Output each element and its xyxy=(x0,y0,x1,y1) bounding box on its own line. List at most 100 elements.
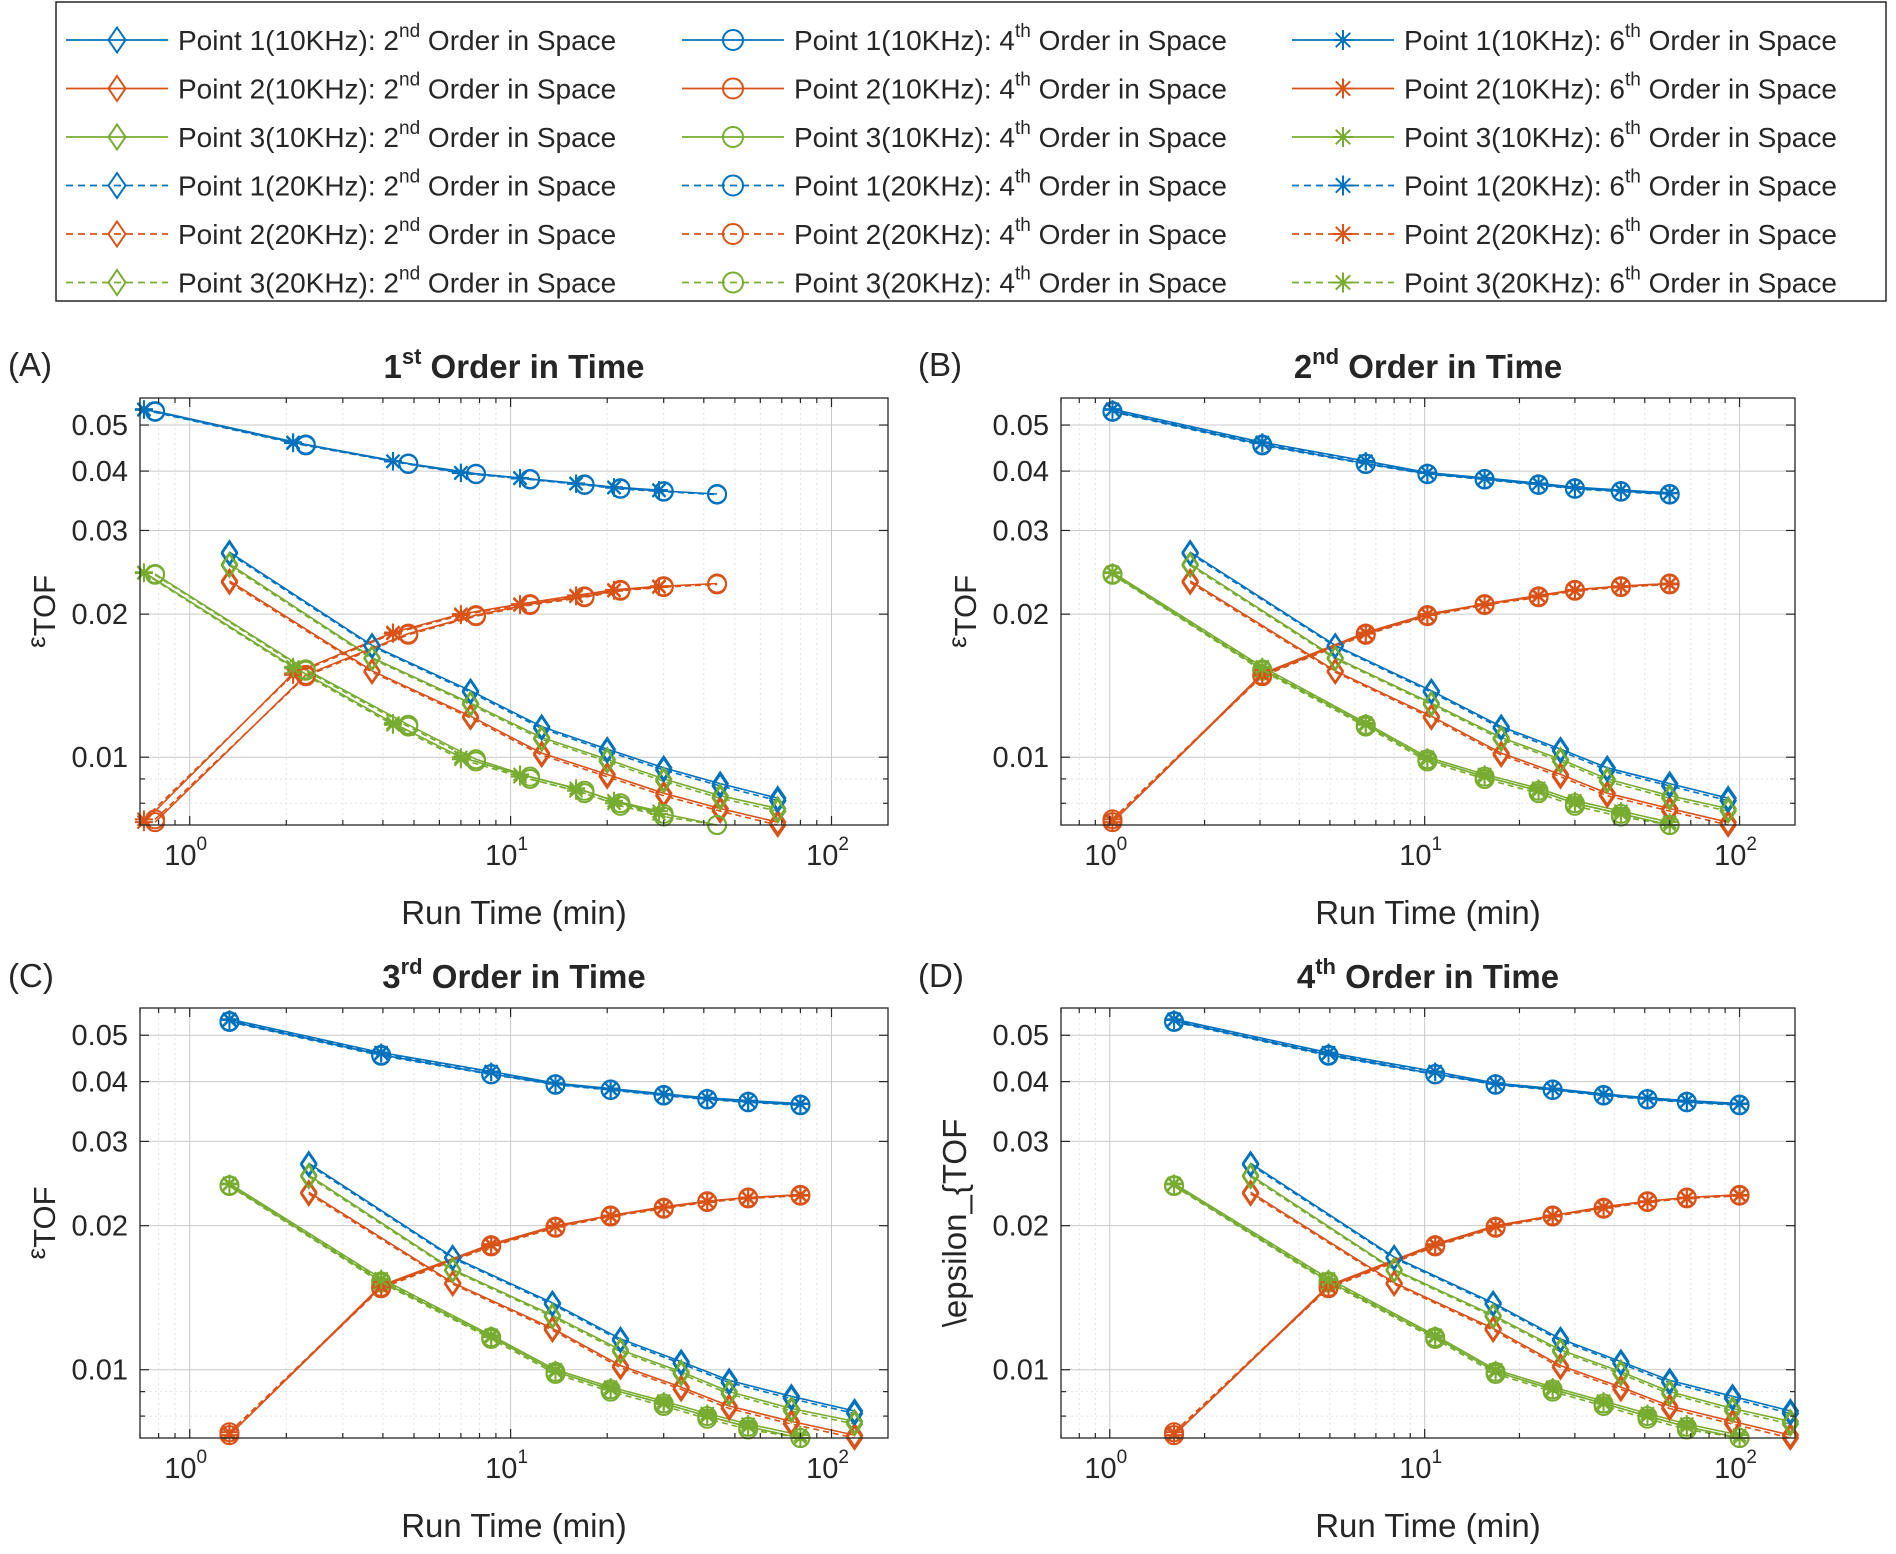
x-tick-label: 101 xyxy=(1399,834,1442,872)
axes-frame xyxy=(139,1007,889,1439)
y-axis-label-main: ε xyxy=(942,636,972,648)
legend-label: Point 3(20KHz): 4th Order in Space xyxy=(794,264,1227,299)
asterisk-marker xyxy=(1475,767,1494,786)
diamond-marker xyxy=(782,1395,801,1422)
x-tick-base: 10 xyxy=(1399,840,1431,872)
asterisk-marker xyxy=(1660,484,1679,503)
diamond-marker xyxy=(845,1422,864,1449)
asterisk-marker xyxy=(511,469,530,488)
grid xyxy=(139,1008,888,1438)
series-layer xyxy=(1164,1010,1800,1452)
asterisk-marker xyxy=(1638,1407,1657,1426)
x-tick-exponent: 0 xyxy=(197,1447,208,1468)
asterisk-marker xyxy=(1253,659,1272,678)
legend-label-tail: Order in Space xyxy=(1031,268,1227,299)
x-tick-exponent: 2 xyxy=(838,1447,849,1468)
legend-entry: Point 1(10KHz): 4th Order in Space xyxy=(682,21,1227,56)
asterisk-marker xyxy=(601,1080,620,1099)
y-axis-label: εTOF xyxy=(21,1186,62,1259)
asterisk-marker xyxy=(1565,794,1584,813)
diamond-marker xyxy=(1241,1163,1260,1190)
asterisk-marker xyxy=(654,1085,673,1104)
diamond-marker xyxy=(363,633,381,660)
asterisk-marker xyxy=(1660,575,1679,594)
x-tick-label: 102 xyxy=(806,834,849,872)
asterisk-marker xyxy=(1165,1175,1184,1194)
legend-label-text: Point 3(10KHz): 6 xyxy=(1404,122,1625,153)
diamond-marker xyxy=(363,659,381,686)
asterisk-marker xyxy=(1611,804,1630,823)
x-tick-label: 100 xyxy=(164,1447,207,1485)
x-tick-label: 102 xyxy=(1714,1447,1757,1485)
circle-marker xyxy=(722,29,744,51)
y-axis-label-sub: TOF xyxy=(948,575,983,636)
diamond-marker xyxy=(1492,713,1511,740)
asterisk-marker xyxy=(604,581,623,600)
diamond-marker xyxy=(672,1376,691,1403)
y-axis-label: εTOF xyxy=(942,575,983,648)
legend-label-text: Point 3(10KHz): 4 xyxy=(794,122,1015,153)
panel-label: (B) xyxy=(918,346,962,383)
asterisk-marker xyxy=(791,1186,810,1205)
legend-label-tail: Order in Space xyxy=(420,122,616,153)
diamond-marker xyxy=(711,782,730,809)
asterisk-marker xyxy=(1103,564,1122,583)
diamond-marker xyxy=(1660,770,1679,797)
panel-title: 4th Order in Time xyxy=(1297,954,1559,995)
legend-label-sup: th xyxy=(1015,70,1031,91)
y-tick-label: 0.02 xyxy=(72,599,128,631)
legend-label: Point 1(20KHz): 2nd Order in Space xyxy=(178,167,616,202)
diamond-marker xyxy=(1660,782,1679,809)
asterisk-marker xyxy=(649,481,668,500)
diamond-marker xyxy=(720,1367,739,1394)
legend-label-text: Point 3(20KHz): 4 xyxy=(794,268,1015,299)
asterisk-marker xyxy=(1638,1089,1657,1108)
diamond-marker xyxy=(720,1395,739,1422)
asterisk-marker xyxy=(649,804,668,823)
legend-label-tail: Order in Space xyxy=(1641,219,1837,250)
y-axis-label-main: ε xyxy=(21,636,51,648)
series-markers xyxy=(1165,1186,1749,1442)
asterisk-marker xyxy=(739,1092,758,1111)
diamond-marker xyxy=(845,1424,864,1452)
asterisk-marker xyxy=(451,750,470,769)
legend-label: Point 3(20KHz): 6th Order in Space xyxy=(1404,264,1837,299)
legend-label: Point 3(10KHz): 6th Order in Space xyxy=(1404,118,1837,153)
asterisk-marker xyxy=(1486,1074,1505,1093)
diamond-marker xyxy=(768,809,787,836)
y-tick-label: 0.05 xyxy=(72,410,128,442)
legend-label-text: Point 3(10KHz): 2 xyxy=(178,122,399,153)
diamond-marker xyxy=(782,1408,801,1435)
asterisk-marker xyxy=(383,624,402,643)
asterisk-marker xyxy=(1418,750,1437,769)
series-markers xyxy=(299,1151,864,1427)
ticks xyxy=(1060,398,1795,825)
asterisk-marker xyxy=(482,1062,501,1081)
diamond-marker xyxy=(1551,738,1570,765)
y-tick-label: 0.03 xyxy=(993,515,1049,547)
asterisk-marker xyxy=(1594,1085,1613,1104)
legend-entry: Point 1(10KHz): 6th Order in Space xyxy=(1292,21,1837,56)
diamond-marker xyxy=(711,798,730,825)
diamond-marker xyxy=(1551,1325,1570,1352)
asterisk-marker xyxy=(220,1011,239,1030)
diamond-marker xyxy=(363,645,381,672)
legend-entry: Point 3(20KHz): 4th Order in Space xyxy=(682,264,1227,299)
series-markers xyxy=(220,1011,810,1114)
diamond-marker xyxy=(1385,1257,1404,1284)
series-markers xyxy=(299,1163,864,1438)
series-markers xyxy=(220,552,787,825)
diamond-marker xyxy=(1660,1367,1679,1394)
legend-label-sup: th xyxy=(1015,215,1031,236)
legend-label-sup: nd xyxy=(399,118,420,139)
legend-label-tail: Order in Space xyxy=(420,268,616,299)
circle-marker xyxy=(722,77,744,100)
asterisk-marker xyxy=(1677,1189,1696,1208)
circle-marker xyxy=(722,174,744,197)
diamond-marker xyxy=(1660,772,1679,799)
circle-marker xyxy=(398,716,419,737)
series-markers xyxy=(1165,1011,1749,1114)
panel-title: 1st Order in Time xyxy=(383,344,644,385)
diamond-marker xyxy=(1551,763,1570,790)
